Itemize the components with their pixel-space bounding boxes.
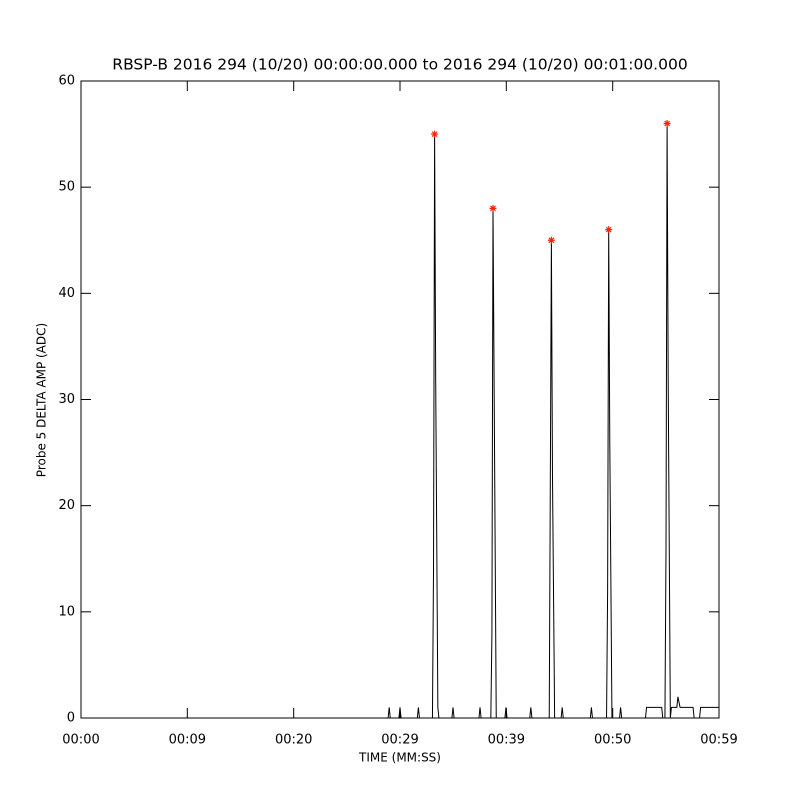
y-tick-label: 20 xyxy=(58,498,75,513)
x-axis-label: TIME (MM:SS) xyxy=(358,751,441,765)
peak-marker xyxy=(663,119,671,127)
data-line xyxy=(81,123,719,719)
y-tick-label: 50 xyxy=(58,180,75,195)
y-tick-label: 0 xyxy=(67,711,75,726)
x-tick-label: 00:39 xyxy=(488,733,525,748)
y-tick-label: 30 xyxy=(58,392,75,407)
peak-marker xyxy=(489,204,497,212)
y-tick-label: 60 xyxy=(58,74,75,89)
y-tick-label: 40 xyxy=(58,286,75,301)
x-tick-label: 00:29 xyxy=(381,733,418,748)
x-tick-label: 00:50 xyxy=(594,733,631,748)
plot-frame xyxy=(80,80,720,719)
peak-marker xyxy=(605,226,613,234)
y-axis-label: Probe 5 DELTA AMP (ADC) xyxy=(35,323,49,477)
peak-marker xyxy=(431,130,439,138)
y-tick-label: 10 xyxy=(58,604,75,619)
x-tick-label: 00:20 xyxy=(275,733,312,748)
x-tick-label: 00:00 xyxy=(62,733,99,748)
chart-title: RBSP-B 2016 294 (10/20) 00:00:00.000 to … xyxy=(112,56,687,74)
x-tick-label: 00:59 xyxy=(700,733,737,748)
x-tick-label: 00:09 xyxy=(169,733,206,748)
peak-marker xyxy=(547,236,555,244)
